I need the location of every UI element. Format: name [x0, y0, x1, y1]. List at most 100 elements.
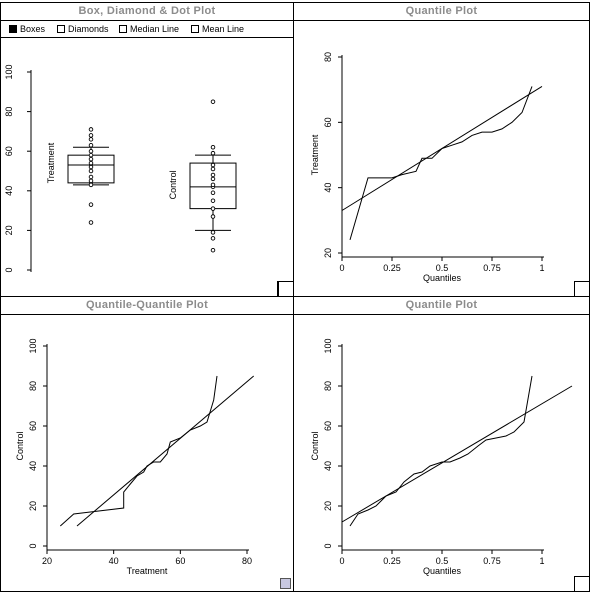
data-point [88, 148, 94, 154]
data-point [210, 162, 216, 168]
data-point [210, 230, 216, 235]
y-tick-label: 80 [323, 381, 333, 391]
data-point [88, 182, 94, 188]
data-point [88, 220, 94, 225]
x-axis-label: Quantiles [423, 566, 462, 576]
window-title[interactable]: Quantile Plot [294, 3, 589, 21]
x-tick-label: 0.5 [436, 556, 449, 566]
median-line-checkbox[interactable] [119, 24, 127, 33]
y-tick-label: 0 [28, 543, 38, 548]
boxes-toggle[interactable]: Boxes [9, 24, 45, 34]
data-point [88, 168, 94, 174]
group-label: Control [168, 170, 178, 199]
x-axis-label: Treatment [127, 566, 168, 576]
y-tick-label: 100 [4, 64, 14, 79]
y-tick-label: 80 [4, 107, 14, 117]
x-tick-label: 0 [339, 556, 344, 566]
y-tick-label: 100 [323, 338, 333, 353]
data-point [88, 174, 94, 180]
boxes-checkbox[interactable] [9, 24, 17, 33]
y-tick-label: 20 [4, 225, 14, 235]
x-tick-label: 1 [539, 263, 544, 273]
data-point [210, 247, 216, 253]
data-point [88, 164, 94, 170]
x-axis-label: Quantiles [423, 273, 462, 283]
y-tick-label: 40 [323, 461, 333, 471]
data-point [88, 127, 94, 132]
x-tick-label: 0 [339, 263, 344, 273]
x-tick-label: 0.5 [436, 263, 449, 273]
y-tick-label: 80 [323, 52, 333, 62]
x-tick-label: 0.25 [383, 263, 401, 273]
data-point [210, 144, 216, 150]
qq-plot-chart: 0 20 40 60 80 100 20 40 60 80 Treatment Control [15, 338, 255, 576]
group-label: Treatment [46, 142, 56, 183]
data-line [349, 86, 533, 241]
quantile-plot-control-window: Quantile Plot 0 20 40 60 80 100 0 0.25 0.5 0.75 1 Q… [293, 296, 590, 592]
x-tick-label: 0.25 [383, 556, 401, 566]
data-point [88, 143, 94, 148]
data-point [210, 166, 216, 172]
y-tick-label: 20 [28, 501, 38, 511]
x-tick-label: 1 [539, 556, 544, 566]
y-tick-label: 60 [323, 117, 333, 127]
data-point [88, 202, 94, 207]
window-title[interactable]: Box, Diamond & Dot Plot [1, 3, 293, 21]
data-line [59, 375, 218, 527]
y-axis-label: Control [310, 431, 320, 460]
data-point [88, 133, 94, 138]
y-tick-label: 20 [323, 501, 333, 511]
data-point [88, 137, 94, 142]
mean-line-checkbox[interactable] [191, 24, 199, 33]
x-tick-label: 80 [242, 556, 252, 566]
data-point [210, 176, 216, 182]
x-tick-label: 0.75 [483, 263, 501, 273]
y-tick-label: 60 [4, 146, 14, 156]
window-title[interactable]: Quantile-Quantile Plot [1, 297, 293, 315]
data-point [210, 182, 216, 188]
quantile-plot-control-chart: 0 20 40 60 80 100 0 0.25 0.5 0.75 1 Quantiles Contro… [310, 338, 573, 576]
data-point [88, 152, 94, 158]
data-point [210, 236, 216, 241]
x-tick-label: 0.75 [483, 556, 501, 566]
data-point [88, 160, 94, 166]
x-tick-label: 40 [109, 556, 119, 566]
y-tick-label: 20 [323, 248, 333, 258]
quantile-plot-treatment-window: Quantile Plot 20 40 60 80 0 0.25 0.5 0.75 1 Quant… [293, 2, 590, 297]
data-point [210, 172, 216, 178]
y-tick-label: 40 [28, 461, 38, 471]
box-plot-chart: 0 20 40 60 80 100 Treatment Control [4, 64, 237, 273]
plot-options-bar: Boxes Diamonds Median Line Mean Line [1, 21, 293, 38]
reference-line [341, 85, 543, 211]
x-tick-label: 60 [175, 556, 185, 566]
y-tick-label: 60 [28, 421, 38, 431]
diamonds-toggle[interactable]: Diamonds [57, 24, 109, 34]
y-tick-label: 80 [28, 381, 38, 391]
window-zoom-icon[interactable] [280, 578, 291, 589]
x-tick-label: 20 [42, 556, 52, 566]
resize-handle[interactable] [574, 576, 589, 591]
resize-handle[interactable] [278, 281, 293, 296]
data-point [210, 150, 216, 156]
reference-line [76, 375, 255, 527]
data-point [210, 206, 216, 211]
y-axis-label: Treatment [310, 134, 320, 175]
y-tick-label: 60 [323, 421, 333, 431]
y-tick-label: 100 [28, 338, 38, 353]
data-point [210, 214, 216, 219]
data-line [349, 375, 533, 527]
mean-line-toggle[interactable]: Mean Line [191, 24, 244, 34]
data-point [210, 198, 216, 203]
window-title[interactable]: Quantile Plot [294, 297, 589, 315]
y-tick-label: 0 [4, 267, 14, 272]
data-point [88, 178, 94, 184]
data-point [88, 156, 94, 162]
resize-handle[interactable] [574, 281, 589, 296]
quantile-plot-treatment-chart: 20 40 60 80 0 0.25 0.5 0.75 1 Quantiles Treatment [310, 52, 545, 283]
box-plot-window: Box, Diamond & Dot Plot Boxes Diamonds M… [0, 2, 294, 297]
reference-line [341, 385, 573, 523]
diamonds-checkbox[interactable] [57, 24, 65, 33]
qq-plot-window: Quantile-Quantile Plot 0 20 40 60 80 100 20 40 6… [0, 296, 294, 592]
median-line-toggle[interactable]: Median Line [119, 24, 179, 34]
data-point [210, 190, 216, 196]
